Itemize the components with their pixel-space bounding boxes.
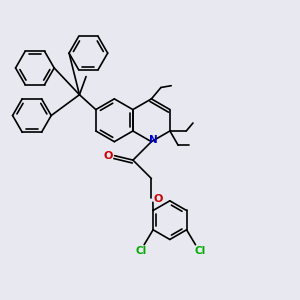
Text: Cl: Cl <box>194 246 206 256</box>
Text: O: O <box>153 194 163 204</box>
Text: N: N <box>148 135 157 145</box>
Text: Cl: Cl <box>136 246 147 256</box>
Text: O: O <box>104 151 113 160</box>
